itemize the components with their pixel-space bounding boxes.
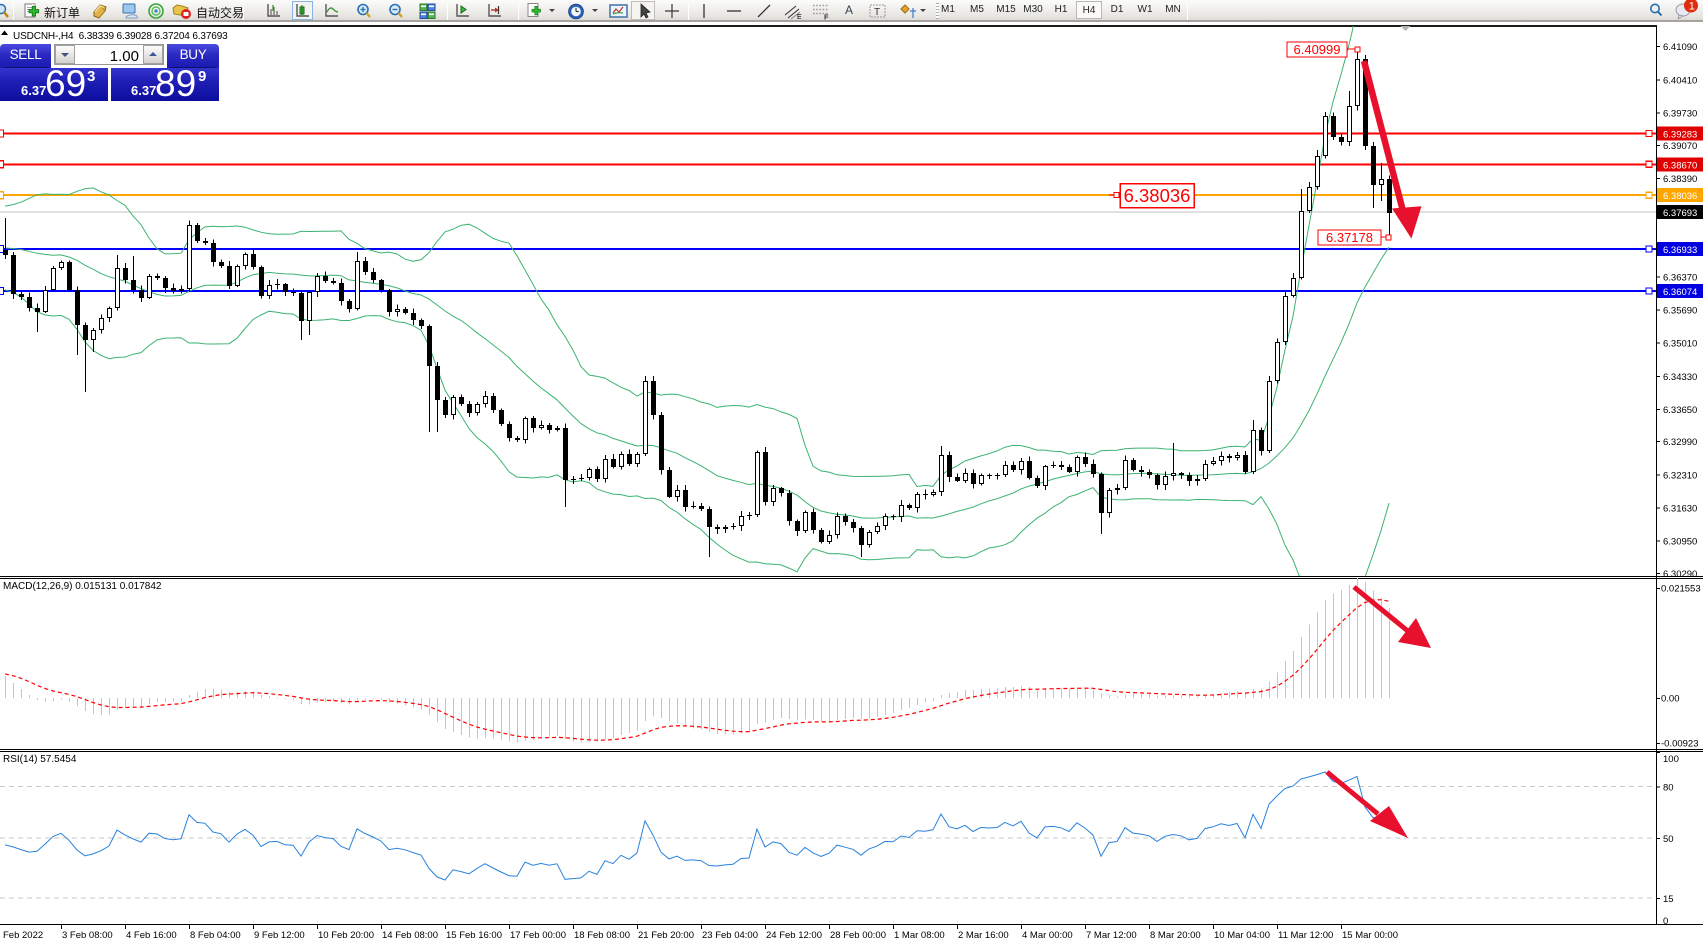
svg-text:10 Feb 20:00: 10 Feb 20:00 bbox=[318, 930, 374, 941]
svg-text:15: 15 bbox=[1663, 894, 1674, 905]
svg-text:Feb 2022: Feb 2022 bbox=[3, 930, 43, 941]
svg-text:100: 100 bbox=[1663, 754, 1679, 765]
svg-text:E: E bbox=[797, 14, 802, 20]
svg-text:6.36074: 6.36074 bbox=[1663, 287, 1697, 298]
svg-text:28 Feb 00:00: 28 Feb 00:00 bbox=[830, 930, 886, 941]
svg-text:6.30950: 6.30950 bbox=[1663, 537, 1697, 548]
svg-text:7 Mar 12:00: 7 Mar 12:00 bbox=[1086, 930, 1137, 941]
svg-text:0.021553: 0.021553 bbox=[1661, 584, 1701, 595]
svg-text:15 Feb 16:00: 15 Feb 16:00 bbox=[446, 930, 502, 941]
svg-text:9 Feb 12:00: 9 Feb 12:00 bbox=[254, 930, 305, 941]
svg-text:-0.00923: -0.00923 bbox=[1661, 739, 1699, 750]
svg-text:4 Feb 16:00: 4 Feb 16:00 bbox=[126, 930, 177, 941]
svg-text:10 Mar 04:00: 10 Mar 04:00 bbox=[1214, 930, 1270, 941]
svg-text:14 Feb 08:00: 14 Feb 08:00 bbox=[382, 930, 438, 941]
svg-text:21 Feb 20:00: 21 Feb 20:00 bbox=[638, 930, 694, 941]
svg-text:USDCNH-,H4 6.38339 6.39028 6.: USDCNH-,H4 6.38339 6.39028 6.37204 6.376… bbox=[13, 31, 228, 42]
svg-text:6.34330: 6.34330 bbox=[1663, 372, 1697, 383]
svg-text:6.36933: 6.36933 bbox=[1663, 245, 1697, 256]
svg-text:F: F bbox=[824, 13, 829, 21]
svg-text:4 Mar 00:00: 4 Mar 00:00 bbox=[1022, 930, 1073, 941]
svg-text:6.35010: 6.35010 bbox=[1663, 339, 1697, 350]
svg-text:6.39730: 6.39730 bbox=[1663, 109, 1697, 120]
svg-text:23 Feb 04:00: 23 Feb 04:00 bbox=[702, 930, 758, 941]
svg-text:0.00: 0.00 bbox=[1661, 694, 1680, 705]
svg-text:6.40999: 6.40999 bbox=[1294, 42, 1341, 57]
svg-text:80: 80 bbox=[1663, 782, 1674, 793]
svg-text:6.33650: 6.33650 bbox=[1663, 405, 1697, 416]
svg-text:T: T bbox=[874, 7, 880, 18]
svg-text:6.35690: 6.35690 bbox=[1663, 306, 1697, 317]
svg-text:8 Feb 04:00: 8 Feb 04:00 bbox=[190, 930, 241, 941]
svg-text:6.38036: 6.38036 bbox=[1663, 191, 1697, 202]
svg-text:RSI(14) 57.5454: RSI(14) 57.5454 bbox=[3, 754, 77, 765]
svg-text:1: 1 bbox=[1689, 1, 1695, 13]
svg-text:6.31630: 6.31630 bbox=[1663, 504, 1697, 515]
svg-text:6.38036: 6.38036 bbox=[1124, 185, 1191, 206]
svg-text:6.38670: 6.38670 bbox=[1663, 160, 1697, 171]
svg-text:17 Feb 00:00: 17 Feb 00:00 bbox=[510, 930, 566, 941]
svg-text:50: 50 bbox=[1663, 834, 1674, 845]
svg-text:11 Mar 12:00: 11 Mar 12:00 bbox=[1278, 930, 1333, 941]
svg-text:6.37178: 6.37178 bbox=[1326, 230, 1373, 245]
svg-text:6.39070: 6.39070 bbox=[1663, 141, 1697, 152]
svg-text:6.30290: 6.30290 bbox=[1663, 569, 1697, 578]
svg-text:6.32990: 6.32990 bbox=[1663, 437, 1697, 448]
svg-text:1 Mar 08:00: 1 Mar 08:00 bbox=[894, 930, 945, 941]
svg-text:6.32310: 6.32310 bbox=[1663, 470, 1697, 481]
svg-text:18 Feb 08:00: 18 Feb 08:00 bbox=[574, 930, 630, 941]
svg-text:6.36370: 6.36370 bbox=[1663, 272, 1697, 283]
svg-text:6.39283: 6.39283 bbox=[1663, 130, 1697, 141]
svg-text:15 Mar 00:00: 15 Mar 00:00 bbox=[1342, 930, 1398, 941]
svg-text:0: 0 bbox=[1663, 916, 1668, 927]
svg-text:6.41090: 6.41090 bbox=[1663, 42, 1697, 53]
svg-text:6.37693: 6.37693 bbox=[1663, 208, 1697, 219]
svg-text:6.40410: 6.40410 bbox=[1663, 76, 1697, 87]
svg-text:8 Mar 20:00: 8 Mar 20:00 bbox=[1150, 930, 1201, 941]
svg-text:3 Feb 08:00: 3 Feb 08:00 bbox=[62, 930, 113, 941]
svg-text:6.38390: 6.38390 bbox=[1663, 174, 1697, 185]
svg-text:2 Mar 16:00: 2 Mar 16:00 bbox=[958, 930, 1009, 941]
svg-text:MACD(12,26,9) 0.015131 0.01784: MACD(12,26,9) 0.015131 0.017842 bbox=[3, 581, 162, 592]
svg-text:24 Feb 12:00: 24 Feb 12:00 bbox=[766, 930, 822, 941]
